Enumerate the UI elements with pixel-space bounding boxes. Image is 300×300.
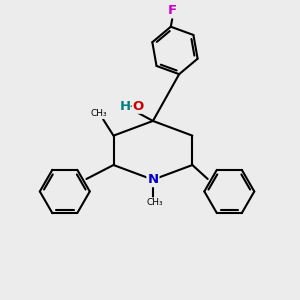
Text: H: H [119,100,130,113]
Text: CH₃: CH₃ [146,198,163,207]
Text: F: F [168,4,177,17]
Text: CH₃: CH₃ [91,109,107,118]
Text: O: O [133,100,144,113]
Text: N: N [147,173,158,186]
Text: -: - [129,100,135,113]
